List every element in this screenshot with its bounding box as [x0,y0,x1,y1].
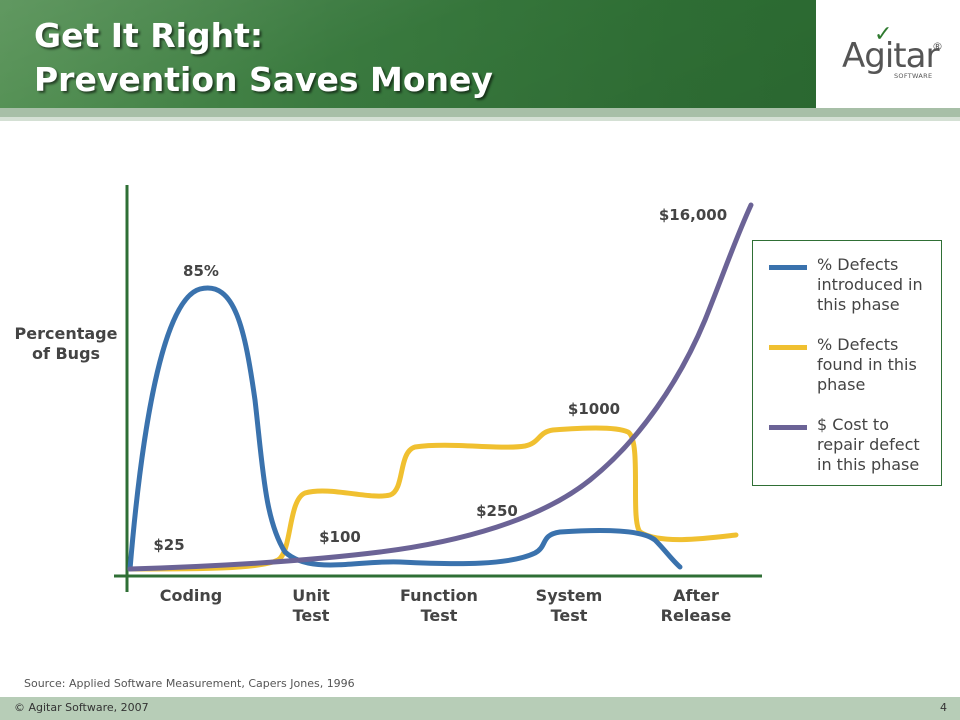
series-line-defects-introduced [127,285,683,572]
logo-registered-mark: ® [932,40,943,53]
logo-panel [816,0,960,108]
copyright-text: © Agitar Software, 2007 [14,701,149,714]
chart-legend: % Defects introduced in this phase % Def… [752,240,942,486]
legend-swatch-cost [769,425,807,430]
legend-swatch-found [769,345,807,350]
checkmark-icon: ✓ [874,22,893,47]
legend-swatch-introduced [769,265,807,270]
legend-label-cost: $ Cost to repair defect in this phase [817,415,920,474]
legend-label-introduced: % Defects introduced in this phase [817,255,923,314]
cost-data-label: $25 [153,536,184,554]
footer-bar [0,697,960,720]
cost-data-label: $250 [476,502,518,520]
slide-title: Get It Right: Prevention Saves Money [34,14,493,102]
cost-data-label: $100 [319,528,361,546]
header-stripe [0,108,960,117]
logo-subtitle: SOFTWARE [894,72,933,80]
header-banner [0,0,960,108]
series-line-cost-to-repair [127,202,754,572]
x-tick-label: After Release [661,586,732,625]
series-line-defects-found [127,425,739,572]
x-tick-label: Unit Test [292,586,330,625]
y-axis-label: Percentage of Bugs [14,324,118,363]
logo-wordmark: Agitar [842,36,939,76]
x-tick-label: Coding [160,586,223,605]
legend-label-found: % Defects found in this phase [817,335,917,394]
cost-data-label: $16,000 [659,206,727,224]
source-citation: Source: Applied Software Measurement, Ca… [24,677,355,690]
x-tick-label: Function Test [400,586,478,625]
x-tick-label: System Test [536,586,603,625]
page-number: 4 [940,701,947,714]
title-line-2: Prevention Saves Money [34,60,493,99]
peak-data-label: 85% [183,262,219,280]
title-line-1: Get It Right: [34,16,264,55]
header-stripe-light [0,117,960,121]
cost-data-label: $1000 [568,400,620,418]
